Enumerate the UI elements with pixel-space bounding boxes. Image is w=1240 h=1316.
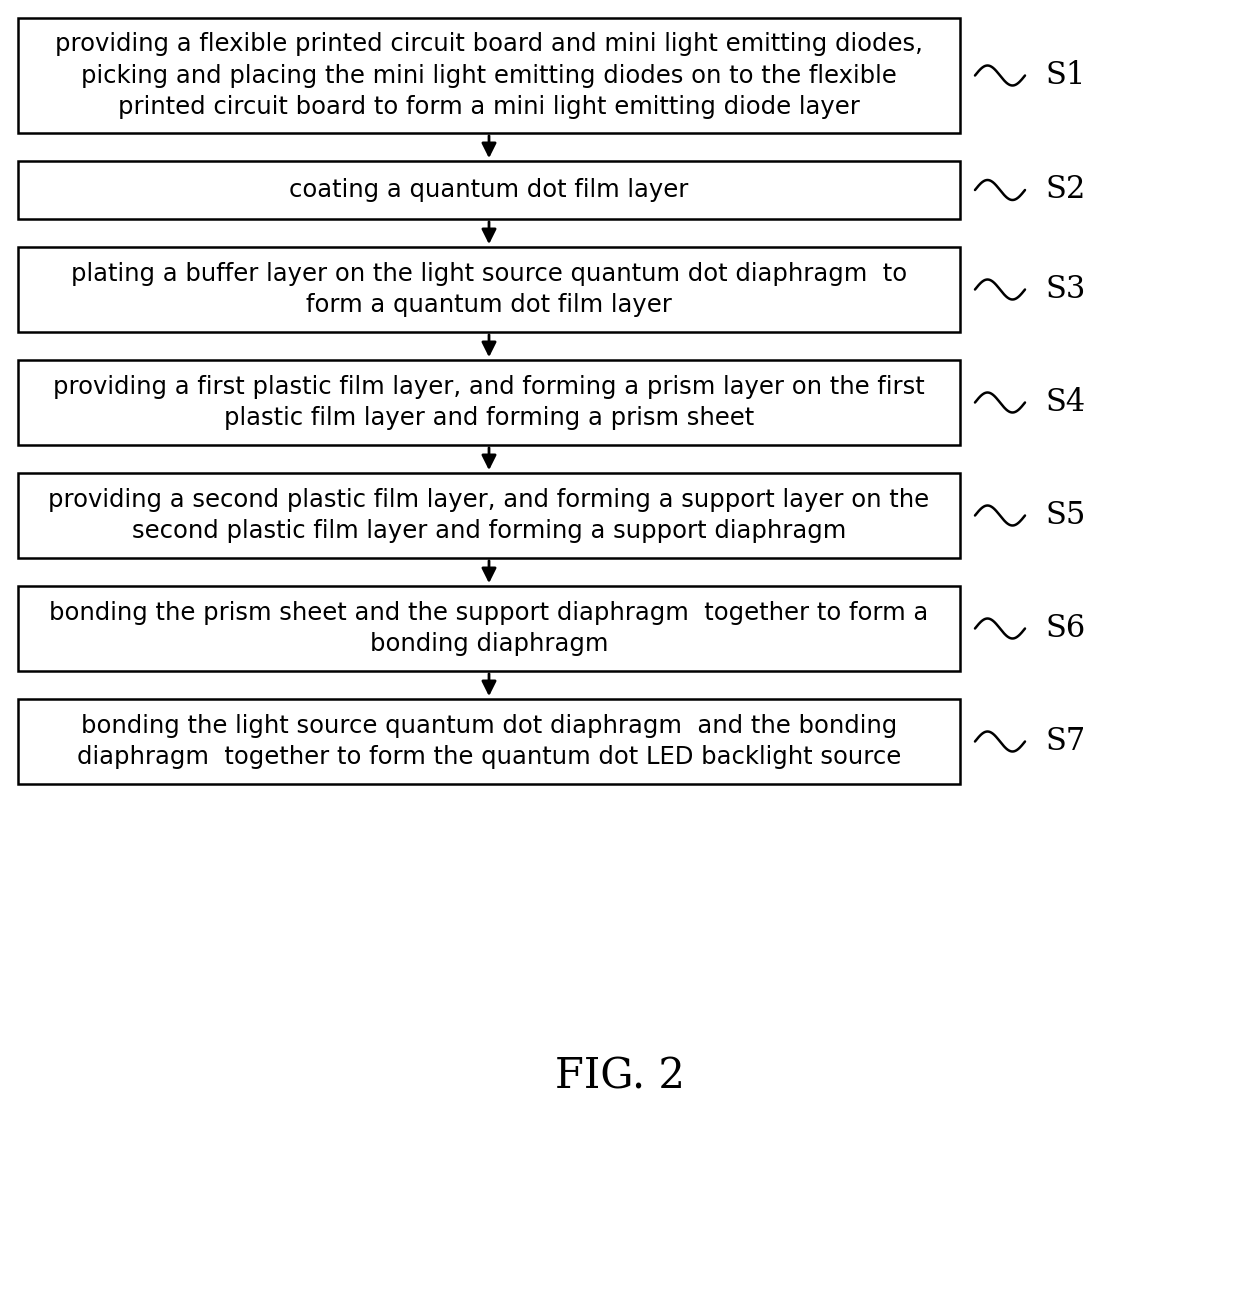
Text: bonding the light source quantum dot diaphragm  and the bonding
diaphragm  toget: bonding the light source quantum dot dia… — [77, 713, 901, 770]
Text: S4: S4 — [1045, 387, 1085, 418]
Bar — [19, 161, 960, 218]
Text: S3: S3 — [1045, 274, 1085, 305]
Text: FIG. 2: FIG. 2 — [556, 1055, 684, 1098]
Bar — [19, 472, 960, 558]
Text: S1: S1 — [1045, 61, 1085, 91]
Text: providing a flexible printed circuit board and mini light emitting diodes,
picki: providing a flexible printed circuit boa… — [55, 32, 923, 120]
Text: bonding the prism sheet and the support diaphragm  together to form a
bonding di: bonding the prism sheet and the support … — [50, 600, 929, 657]
Text: plating a buffer layer on the light source quantum dot diaphragm  to
form a quan: plating a buffer layer on the light sour… — [71, 262, 908, 317]
Bar — [19, 586, 960, 671]
Bar — [19, 247, 960, 332]
Text: S6: S6 — [1045, 613, 1085, 644]
Bar — [19, 361, 960, 445]
Text: S7: S7 — [1045, 726, 1085, 757]
Text: S2: S2 — [1045, 175, 1085, 205]
Text: providing a first plastic film layer, and forming a prism layer on the first
pla: providing a first plastic film layer, an… — [53, 375, 925, 430]
Text: coating a quantum dot film layer: coating a quantum dot film layer — [289, 178, 688, 201]
Text: S5: S5 — [1045, 500, 1085, 530]
Text: providing a second plastic film layer, and forming a support layer on the
second: providing a second plastic film layer, a… — [48, 488, 930, 544]
Bar — [19, 18, 960, 133]
Bar — [19, 699, 960, 784]
